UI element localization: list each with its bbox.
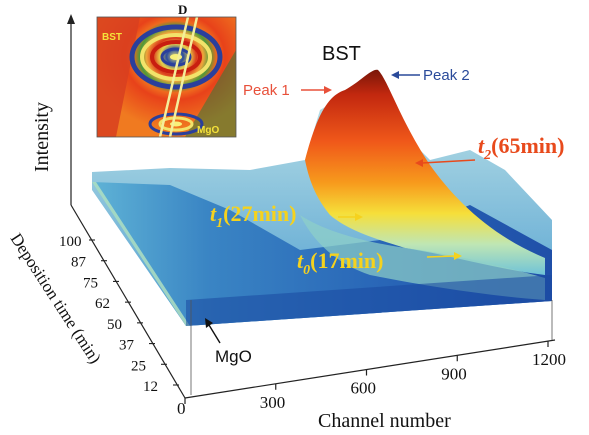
t2-label: t2(65min)	[478, 133, 564, 163]
y-tick-label: 75	[83, 275, 98, 291]
x-tick-label: 300	[260, 393, 286, 412]
surface-front-edge	[186, 275, 552, 326]
x-tick-label: 900	[441, 364, 467, 383]
y-axis-label: Deposition time (min)	[7, 230, 105, 367]
y-tick-label: 100	[59, 234, 82, 250]
bst-label: BST	[322, 43, 361, 65]
t0-symbol: t	[297, 248, 304, 273]
peak1-label: Peak 1	[243, 82, 290, 99]
t1-subscript: 1	[216, 216, 223, 231]
t1-symbol: t	[210, 201, 217, 226]
surface-plot	[92, 69, 552, 326]
inset-rheed-pattern: BST MgO D	[96, 2, 237, 138]
t2-arrow	[415, 159, 476, 167]
mgo-label: MgO	[215, 347, 252, 366]
t1-label: t1(27min)	[210, 201, 296, 231]
peak2-arrow	[391, 71, 420, 79]
t2-symbol: t	[478, 133, 485, 158]
x-tick-label: 600	[351, 379, 377, 398]
inset-bst-label: BST	[102, 32, 122, 43]
y-tick-label: 37	[119, 338, 135, 354]
axes	[67, 14, 556, 399]
y-tick-label: 25	[131, 358, 146, 374]
y-axis-line	[70, 204, 186, 399]
mgo-arrow	[205, 318, 221, 344]
t0-time: (17min)	[310, 248, 383, 273]
x-tick-label: 1200	[532, 350, 566, 369]
x-axis-label: Channel number	[318, 410, 451, 432]
t0-subscript: 0	[303, 263, 310, 278]
t1-time: (27min)	[223, 201, 296, 226]
inset-d-label: D	[178, 2, 187, 17]
surface-bst-tail	[300, 215, 545, 300]
t2-subscript: 2	[483, 148, 491, 163]
y-tick-label: 62	[95, 296, 110, 312]
inset-mgo-label: MgO	[197, 125, 219, 136]
peak2-label: Peak 2	[423, 67, 470, 84]
t0-arrow	[426, 252, 462, 260]
x-tick-label: 0	[177, 399, 186, 418]
t0-label: t0(17min)	[297, 248, 383, 278]
y-axis-ticks: 100 87 75 62 50 37 25 12	[59, 234, 179, 395]
z-axis-label: Intensity	[31, 102, 53, 172]
y-tick-label: 50	[107, 317, 122, 333]
t2-time: (65min)	[491, 133, 564, 158]
t1-arrow	[338, 213, 363, 221]
x-axis-line	[184, 339, 556, 399]
peak1-arrow	[301, 86, 332, 94]
surface-mgo-ridge	[92, 182, 190, 326]
x-axis-ticks: 0 300 600 900 1200	[177, 341, 566, 418]
y-tick-label: 12	[143, 379, 158, 395]
y-tick-label: 87	[71, 255, 87, 271]
surface-bst-peak	[305, 69, 545, 275]
z-axis-arrow	[67, 14, 75, 24]
